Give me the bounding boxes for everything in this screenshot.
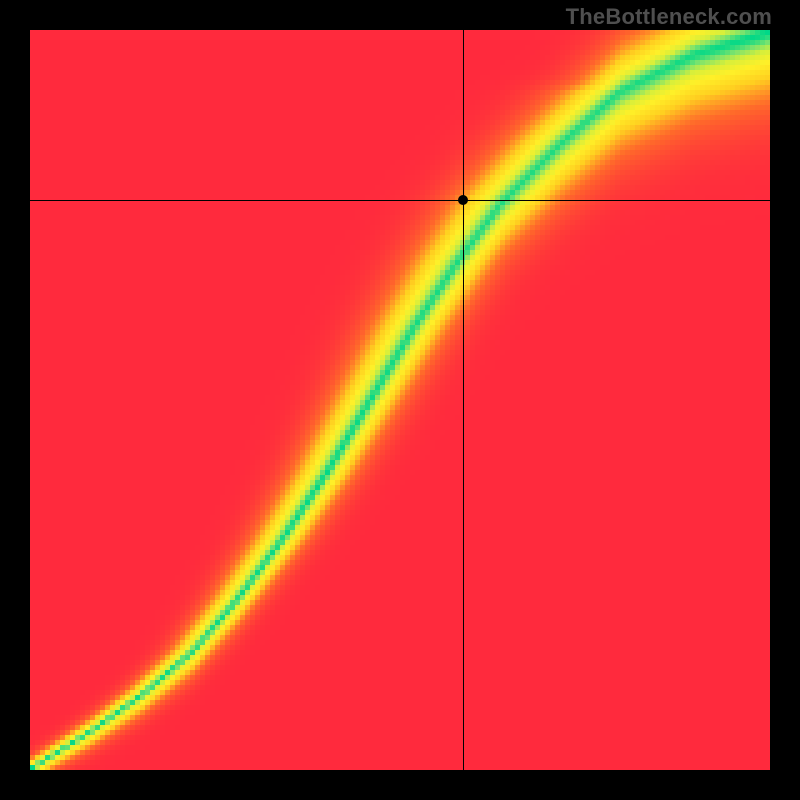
crosshair-marker [458,195,468,205]
chart-container: TheBottleneck.com [0,0,800,800]
heatmap-plot [30,30,770,770]
heatmap-canvas [30,30,770,770]
crosshair-horizontal [30,200,770,201]
crosshair-vertical [463,30,464,770]
watermark-text: TheBottleneck.com [566,4,772,30]
